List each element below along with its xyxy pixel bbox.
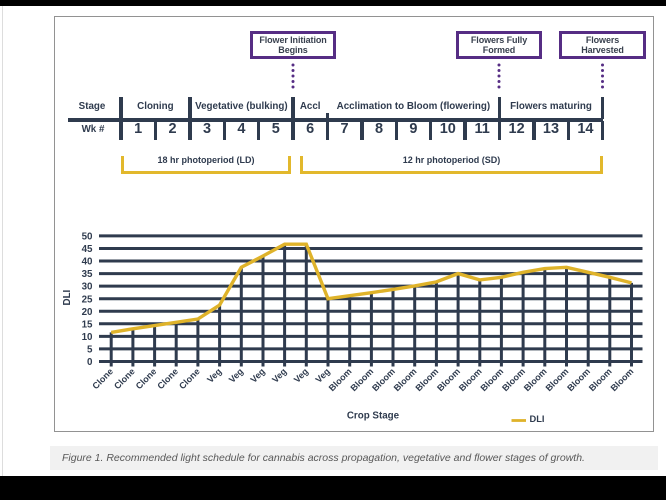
- svg-text:Bloom: Bloom: [413, 366, 440, 393]
- svg-text:Bloom: Bloom: [565, 366, 592, 393]
- svg-text:20: 20: [82, 307, 93, 318]
- svg-text:Bloom: Bloom: [457, 366, 484, 393]
- svg-text:25: 25: [82, 294, 93, 305]
- svg-text:5: 5: [87, 345, 93, 356]
- svg-text:Clone: Clone: [177, 366, 202, 391]
- svg-text:Clone: Clone: [90, 366, 115, 391]
- svg-text:Bloom: Bloom: [522, 366, 549, 393]
- svg-text:15: 15: [82, 319, 93, 330]
- svg-text:Bloom: Bloom: [370, 366, 397, 393]
- svg-text:Veg: Veg: [249, 366, 267, 384]
- svg-text:45: 45: [82, 244, 93, 255]
- svg-text:Bloom: Bloom: [327, 366, 354, 393]
- svg-text:DLI: DLI: [530, 414, 545, 424]
- svg-text:Clone: Clone: [155, 366, 180, 391]
- svg-text:Veg: Veg: [314, 366, 332, 384]
- svg-text:Bloom: Bloom: [544, 366, 571, 393]
- svg-text:Bloom: Bloom: [609, 366, 636, 393]
- svg-text:DLI: DLI: [62, 289, 73, 305]
- svg-text:Veg: Veg: [227, 366, 245, 384]
- svg-text:Bloom: Bloom: [348, 366, 375, 393]
- svg-text:Bloom: Bloom: [500, 366, 527, 393]
- svg-text:Veg: Veg: [270, 366, 288, 384]
- svg-text:40: 40: [82, 257, 93, 268]
- svg-text:Bloom: Bloom: [392, 366, 419, 393]
- svg-text:Bloom: Bloom: [478, 366, 505, 393]
- svg-text:Veg: Veg: [205, 366, 223, 384]
- svg-text:Clone: Clone: [112, 366, 137, 391]
- svg-text:Bloom: Bloom: [587, 366, 614, 393]
- svg-text:0: 0: [87, 357, 93, 368]
- svg-text:35: 35: [82, 269, 93, 280]
- svg-text:Clone: Clone: [134, 366, 159, 391]
- svg-text:Veg: Veg: [292, 366, 310, 384]
- svg-text:50: 50: [82, 232, 93, 243]
- svg-text:Bloom: Bloom: [435, 366, 462, 393]
- svg-text:Crop Stage: Crop Stage: [347, 411, 400, 422]
- svg-text:30: 30: [82, 282, 93, 293]
- svg-text:10: 10: [82, 332, 93, 343]
